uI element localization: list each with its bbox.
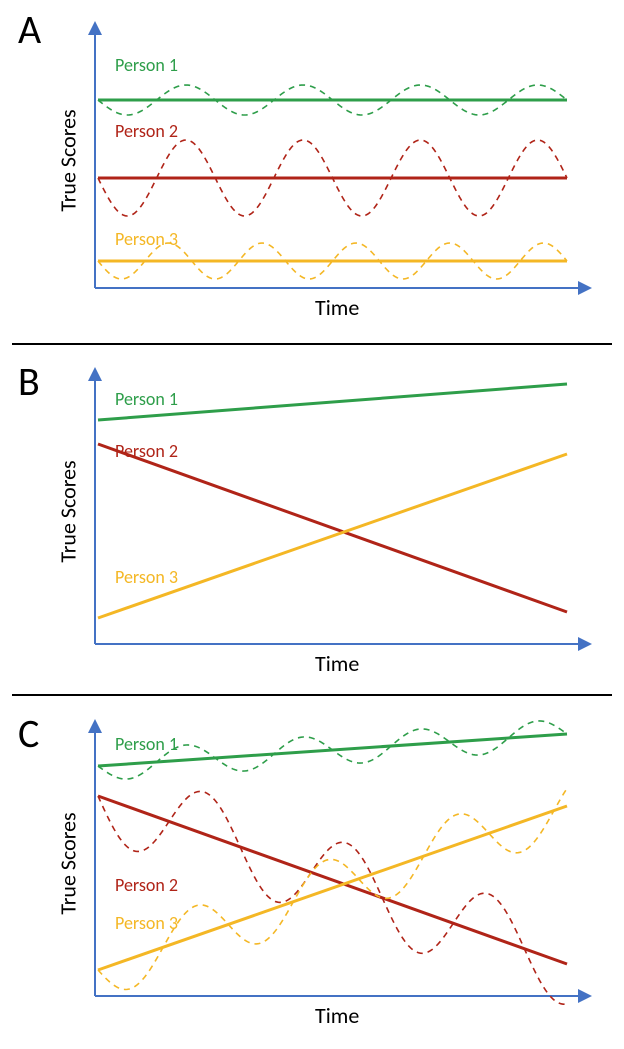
plot-svg [0,352,624,687]
panel-c: CTrue ScoresTimePerson 1Person 2Person 3 [0,704,624,1049]
series-oscillation [98,721,567,779]
panel-divider [12,694,612,696]
series-trend-line [98,444,567,612]
panel-b: BTrue ScoresTimePerson 1Person 2Person 3 [0,352,624,687]
series-trend-line [98,384,567,420]
panel-a: ATrue ScoresTimePerson 1Person 2Person 3 [0,0,624,335]
panel-divider [12,343,612,345]
series-trend-line [98,454,567,618]
series-oscillation [98,791,567,1004]
plot-svg [0,0,624,335]
series-trend-line [98,806,567,970]
plot-svg [0,704,624,1049]
